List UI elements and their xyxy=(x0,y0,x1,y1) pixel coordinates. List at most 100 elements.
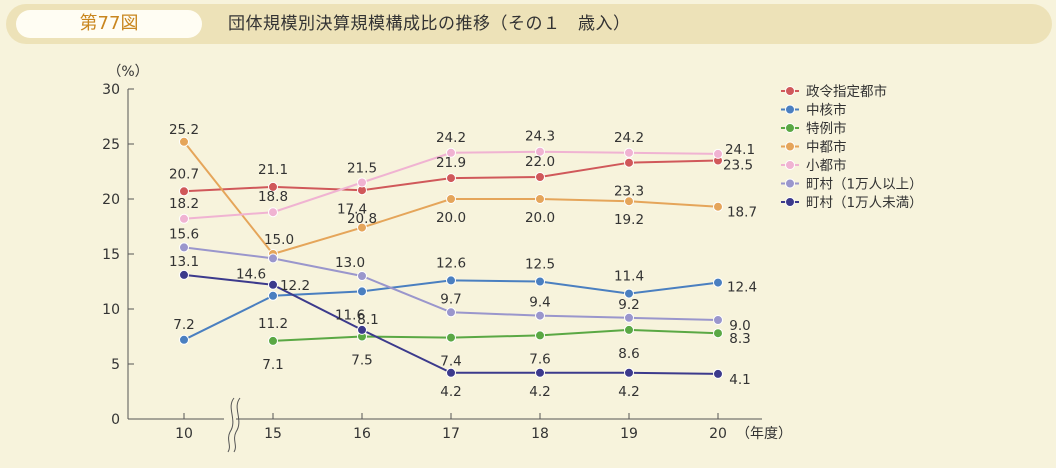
data-point-s2-3 xyxy=(446,332,456,343)
chart-data-labels: 20.7 21.1 20.8 21.9 22.0 23.3 23.5 7.2 11.2 11.6 1… xyxy=(169,122,757,400)
data-point-s6-5 xyxy=(624,367,634,378)
data-label-s2-3: 7.4 xyxy=(440,354,461,370)
data-label-s6-5: 4.2 xyxy=(618,384,639,400)
series-line-2 xyxy=(272,328,719,342)
data-label-s0-2: 20.8 xyxy=(347,211,377,227)
data-point-s4-4 xyxy=(535,146,545,157)
data-point-s0-5 xyxy=(624,157,634,168)
data-label-s6-3: 4.2 xyxy=(440,384,461,400)
y-tick-label: 5 xyxy=(111,357,120,373)
data-point-s3-4 xyxy=(535,194,545,204)
data-point-s1-5 xyxy=(624,288,634,299)
data-label-s3-4: 20.0 xyxy=(525,210,555,226)
data-point-s4-6 xyxy=(713,148,723,159)
figure-header: 第77図 団体規模別決算規模構成比の推移（その１ 歳入） xyxy=(6,4,1052,44)
x-tick-label: 15 xyxy=(264,426,282,442)
data-label-s1-5: 11.4 xyxy=(614,269,644,285)
data-point-s6-4 xyxy=(535,367,545,378)
figure-number: 第77図 xyxy=(16,10,202,38)
data-label-s4-3: 24.2 xyxy=(436,130,466,146)
data-label-s4-1: 18.8 xyxy=(258,189,288,205)
y-tick-label: 10 xyxy=(102,302,120,318)
data-label-s3-5: 19.2 xyxy=(614,212,644,228)
data-label-s6-4: 4.2 xyxy=(529,384,550,400)
figure-title: 団体規模別決算規模構成比の推移（その１ 歳入） xyxy=(228,14,631,34)
data-label-s0-3: 21.9 xyxy=(436,155,466,171)
data-label-s5-5: 9.2 xyxy=(618,297,639,313)
axis-break-mark-1 xyxy=(227,397,235,453)
y-tick-label: 20 xyxy=(102,192,120,208)
data-label-s1-0: 7.2 xyxy=(173,317,194,333)
data-point-s0-4 xyxy=(535,172,545,182)
legend-swatch-marker xyxy=(785,141,795,152)
data-label-s0-6: 23.5 xyxy=(723,158,753,174)
data-label-s0-4: 22.0 xyxy=(525,154,555,170)
x-tick-label: 18 xyxy=(531,426,549,442)
data-point-s5-3 xyxy=(446,307,456,318)
data-point-s5-4 xyxy=(535,310,545,321)
legend-swatch-marker xyxy=(785,123,795,133)
data-point-s6-3 xyxy=(446,367,456,378)
data-point-s4-5 xyxy=(624,147,634,158)
data-point-s5-0 xyxy=(179,242,189,253)
data-label-s4-5: 24.2 xyxy=(614,130,644,146)
legend-swatch-marker xyxy=(785,104,795,115)
data-point-s6-2 xyxy=(357,324,367,335)
data-label-s5-4: 9.4 xyxy=(529,295,550,311)
data-point-s1-4 xyxy=(535,276,545,287)
y-tick-label: 30 xyxy=(102,82,120,98)
data-point-s0-1 xyxy=(268,181,278,192)
data-label-s1-2: 11.6 xyxy=(335,307,365,323)
data-point-s3-6 xyxy=(713,201,723,212)
data-point-s6-1 xyxy=(268,279,278,290)
data-label-s3-2: 17.4 xyxy=(337,202,367,218)
data-label-s1-3: 12.6 xyxy=(436,255,466,271)
data-point-s3-0 xyxy=(179,136,189,147)
data-point-s4-2 xyxy=(357,177,367,188)
data-label-s6-0: 13.1 xyxy=(169,254,199,270)
data-label-s3-1: 15.0 xyxy=(264,232,294,248)
data-label-s3-3: 20.0 xyxy=(436,210,466,226)
data-point-s4-0 xyxy=(179,213,189,224)
data-point-s1-2 xyxy=(357,286,367,297)
data-point-s4-3 xyxy=(446,147,456,158)
data-point-s4-1 xyxy=(268,207,278,218)
y-unit-label: （%） xyxy=(107,64,148,80)
data-label-s2-6: 8.3 xyxy=(729,331,750,347)
data-point-s1-3 xyxy=(446,275,456,286)
data-point-s5-1 xyxy=(268,253,278,264)
legend-label: 町村（1万人未満） xyxy=(806,195,923,211)
data-label-s2-1: 7.1 xyxy=(262,357,283,373)
data-point-s3-5 xyxy=(624,196,634,207)
x-tick-label: 19 xyxy=(620,426,638,442)
data-label-s3-0: 25.2 xyxy=(169,122,199,138)
x-unit-label: （年度） xyxy=(736,426,792,442)
y-tick-label: 25 xyxy=(102,137,120,153)
legend-swatch-marker xyxy=(785,178,795,189)
x-tick-label: 20 xyxy=(709,426,727,442)
data-label-s4-6: 24.1 xyxy=(725,142,755,158)
data-label-s4-2: 21.5 xyxy=(347,161,377,177)
data-label-s5-1: 14.6 xyxy=(236,266,266,282)
data-point-s5-2 xyxy=(357,271,367,281)
legend-swatch-marker xyxy=(785,160,795,170)
data-label-s0-5: 23.3 xyxy=(614,184,644,200)
legend-swatch-marker xyxy=(785,197,795,207)
legend-label: 町村（1万人以上） xyxy=(806,177,923,193)
data-point-s2-5 xyxy=(624,324,634,335)
data-label-s0-1: 21.1 xyxy=(258,162,288,178)
data-point-s1-0 xyxy=(179,334,189,345)
data-label-s2-5: 8.6 xyxy=(618,346,639,362)
axis-break-mark-2 xyxy=(233,397,241,453)
data-label-s1-1: 11.2 xyxy=(258,316,288,332)
data-point-s2-6 xyxy=(713,328,723,339)
data-point-s3-3 xyxy=(446,194,456,204)
data-label-s4-0: 18.2 xyxy=(169,196,199,212)
x-tick-label: 10 xyxy=(175,426,193,442)
data-point-s1-6 xyxy=(713,277,723,288)
data-label-s3-6: 18.7 xyxy=(727,205,757,221)
data-label-s5-3: 9.7 xyxy=(440,291,461,307)
